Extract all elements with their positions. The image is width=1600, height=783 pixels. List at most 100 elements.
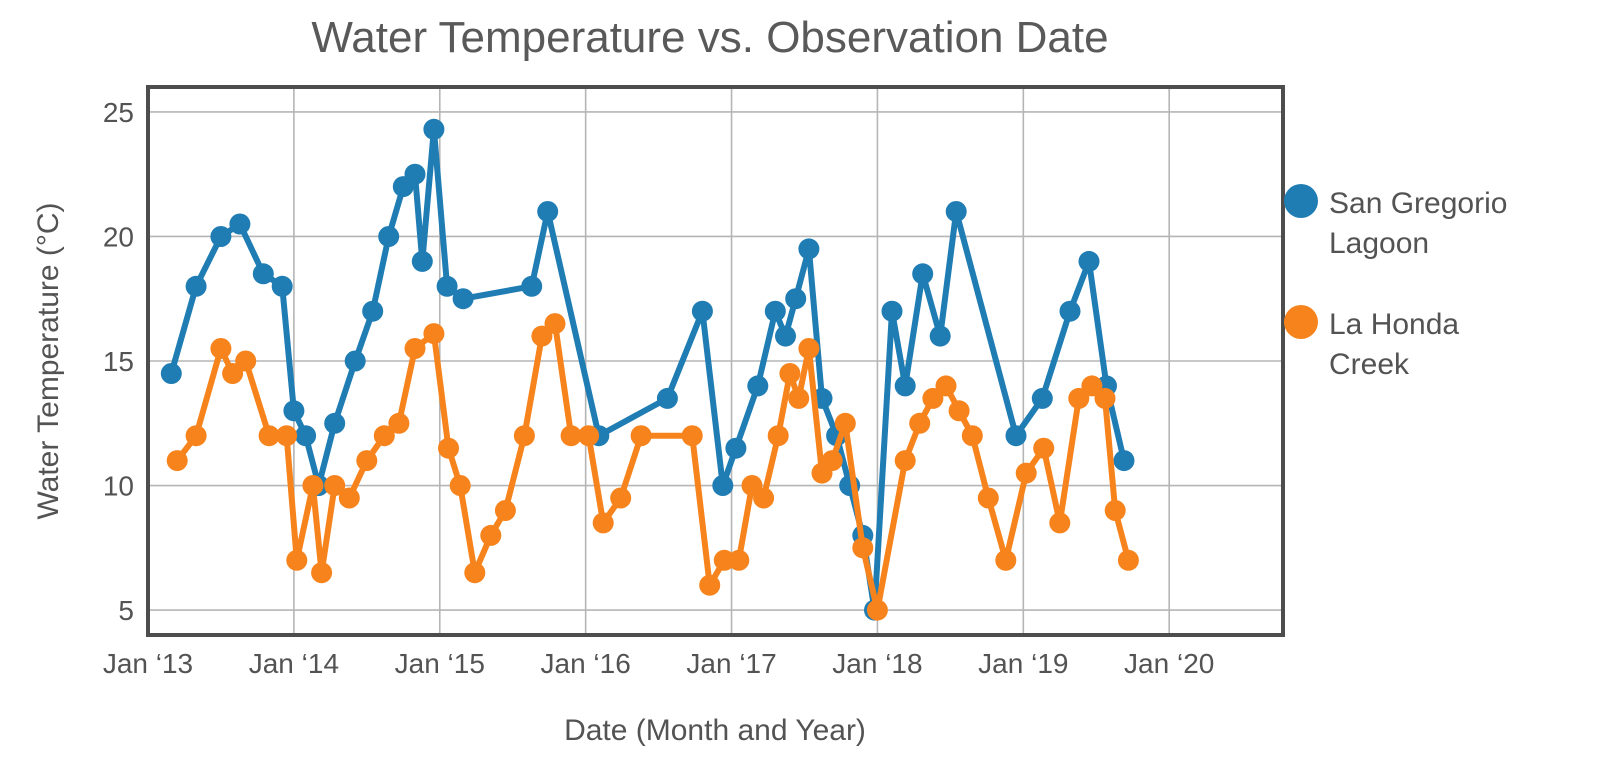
data-point <box>544 313 566 335</box>
data-point <box>324 475 346 496</box>
data-point <box>560 425 582 447</box>
data-point <box>464 562 486 584</box>
data-point <box>995 549 1017 571</box>
data-point <box>185 425 207 447</box>
data-point <box>922 387 944 409</box>
data-point <box>592 512 614 534</box>
data-point <box>210 338 232 359</box>
data-point <box>912 263 934 285</box>
data-point <box>1113 450 1135 472</box>
data-point <box>452 288 474 310</box>
legend-label-la-honda-creek-line2: Creek <box>1329 348 1410 381</box>
data-point <box>1104 500 1126 521</box>
data-point <box>1078 250 1100 272</box>
data-point <box>767 425 789 447</box>
data-point <box>728 549 750 571</box>
y-tick-label-25: 25 <box>103 97 134 128</box>
series-la-honda-creek <box>166 313 1139 621</box>
data-point <box>229 213 251 235</box>
data-point <box>252 263 274 285</box>
data-point <box>699 574 721 596</box>
data-point <box>578 425 600 447</box>
data-point <box>1005 425 1027 447</box>
x-tick-label-2: Jan ‘15 <box>395 648 485 679</box>
data-point <box>423 118 445 140</box>
data-point <box>235 350 257 372</box>
data-point <box>834 412 856 434</box>
data-point <box>881 300 903 322</box>
data-point <box>388 412 410 434</box>
data-series-layer <box>160 118 1139 621</box>
series-san-gregorio-lagoon <box>160 118 1135 621</box>
data-point <box>1033 437 1055 459</box>
x-tick-label-4: Jan ‘17 <box>686 648 776 679</box>
data-point <box>961 425 983 447</box>
data-point <box>1094 387 1116 409</box>
data-point <box>295 425 317 447</box>
data-point <box>436 275 458 297</box>
data-point <box>449 475 471 496</box>
data-point <box>338 487 360 509</box>
data-point <box>712 475 734 496</box>
y-axis-label: Water Temperature (°C) <box>32 202 65 519</box>
data-point <box>258 425 280 447</box>
data-point <box>210 226 232 247</box>
data-point <box>404 338 426 359</box>
data-point <box>630 425 652 447</box>
data-point <box>276 425 298 447</box>
data-point <box>222 363 244 384</box>
data-point <box>785 288 807 310</box>
x-axis-label: Date (Month and Year) <box>564 714 866 747</box>
data-point <box>821 450 843 472</box>
data-point <box>852 537 874 559</box>
data-point <box>775 325 796 347</box>
data-point <box>1068 387 1090 409</box>
data-point <box>977 487 999 509</box>
data-point <box>378 226 400 247</box>
data-point <box>788 387 810 409</box>
data-point <box>894 450 916 472</box>
x-axis-tick-labels: Jan ‘13 Jan ‘14 Jan ‘15 Jan ‘16 Jan ‘17 Jan ‘… <box>103 648 1215 679</box>
data-point <box>610 487 632 509</box>
data-point <box>1081 375 1103 397</box>
data-point <box>513 425 535 447</box>
data-point <box>411 250 433 272</box>
legend-marker-san-gregorio-lagoon <box>1284 184 1318 218</box>
x-tick-label-7: Jan ‘20 <box>1124 648 1214 679</box>
x-tick-label-6: Jan ‘19 <box>978 648 1068 679</box>
data-point <box>286 549 308 571</box>
chart-legend: San Gregorio Lagoon La Honda Creek <box>1284 184 1507 381</box>
data-point <box>521 275 543 297</box>
data-point <box>798 338 820 359</box>
data-point <box>779 363 801 384</box>
x-tick-label-5: Jan ‘18 <box>832 648 922 679</box>
data-point <box>423 323 445 345</box>
data-point <box>356 450 378 472</box>
chart-title: Water Temperature vs. Observation Date <box>311 13 1108 62</box>
data-point <box>404 163 426 185</box>
data-point <box>362 300 384 322</box>
data-point <box>894 375 916 397</box>
data-point <box>1059 300 1081 322</box>
data-point <box>302 475 324 496</box>
legend-label-san-gregorio-lagoon-line2: Lagoon <box>1329 227 1429 260</box>
y-axis-tick-labels: 5 10 15 20 25 <box>103 97 134 626</box>
data-point <box>948 400 970 422</box>
data-point <box>656 387 678 409</box>
data-point <box>1015 462 1037 484</box>
data-point <box>713 549 735 571</box>
data-point <box>866 599 888 621</box>
data-point <box>1049 512 1071 534</box>
data-point <box>1117 549 1139 571</box>
data-point <box>725 437 747 459</box>
data-point <box>438 437 459 459</box>
data-point <box>929 325 951 347</box>
data-point <box>753 487 775 509</box>
data-point <box>691 300 713 322</box>
x-tick-label-3: Jan ‘16 <box>541 648 631 679</box>
data-point <box>681 425 703 447</box>
data-point <box>764 300 786 322</box>
data-point <box>311 562 333 584</box>
